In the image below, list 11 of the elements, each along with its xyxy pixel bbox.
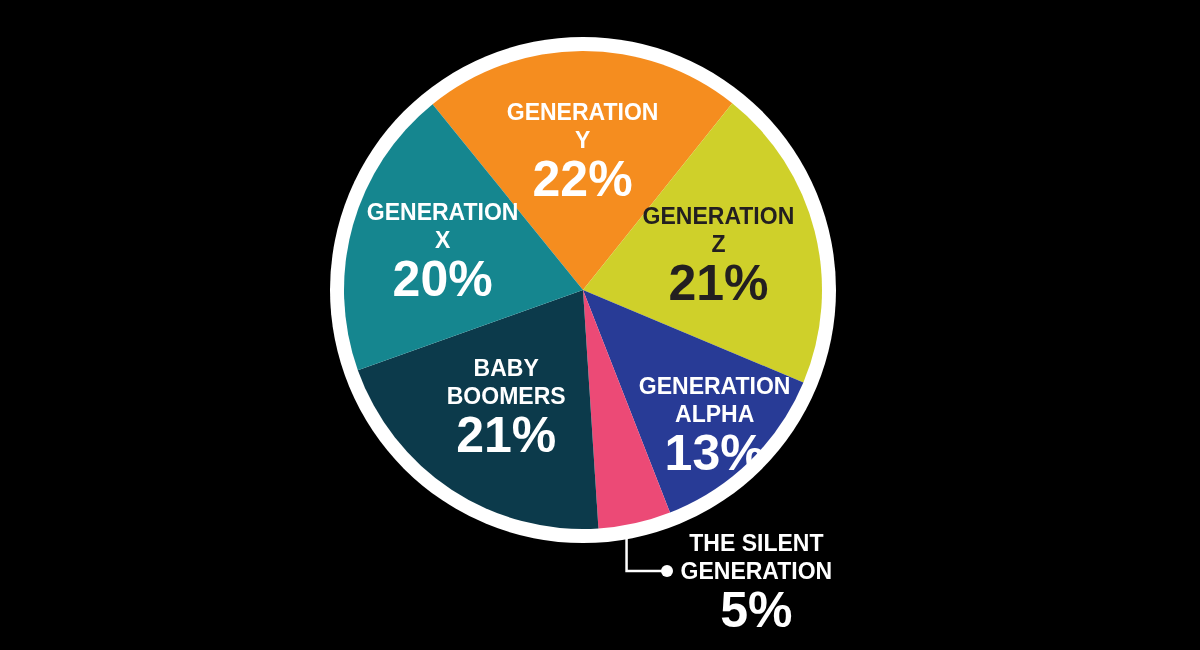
slice-label: GENERATION Y <box>506 99 659 154</box>
data-label: 5% <box>720 582 793 638</box>
slice-label: GENERATION Z <box>642 203 795 258</box>
slice-label: GENERATION ALPHA <box>638 372 791 427</box>
slice-label: THE SILENT GENERATION <box>680 530 833 584</box>
slice-label: BABY BOOMERS <box>446 354 566 409</box>
data-label: 21% <box>456 406 557 463</box>
data-label: 22% <box>532 151 633 208</box>
data-label: 21% <box>668 255 769 312</box>
slice-label: GENERATION X <box>366 198 519 253</box>
data-label: 20% <box>392 250 493 307</box>
